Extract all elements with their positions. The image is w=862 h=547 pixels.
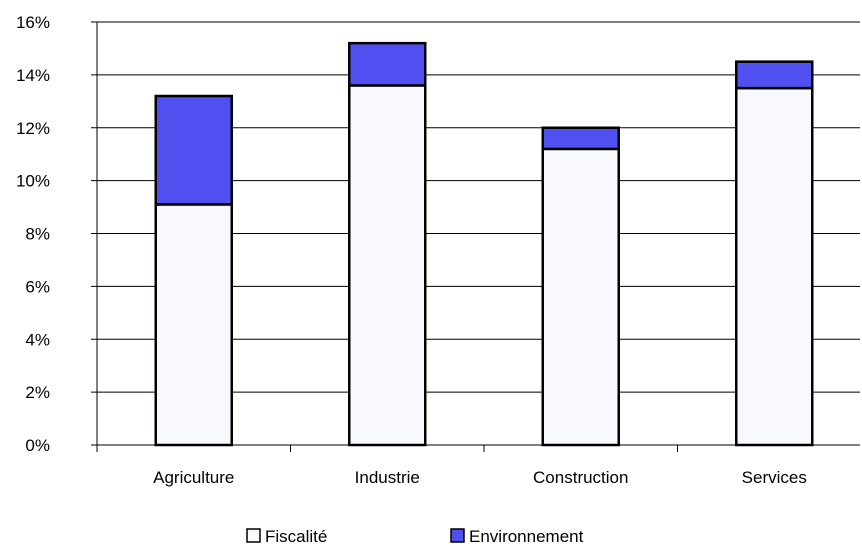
bar-fiscalite-industrie [348,84,427,447]
bar-environnement-construction [541,126,620,151]
legend-swatch [450,528,465,543]
bar-fiscalite-services [735,86,814,447]
y-tick-label: 4% [25,330,50,349]
bars [154,41,814,447]
y-tick-label: 6% [25,277,50,296]
y-axis-ticks: 0% 2% 4% 6% 8% 10% 12% 14% 16% [16,13,97,455]
y-tick-label: 14% [16,66,50,85]
x-tick-label: Industrie [355,468,420,487]
x-tick-label: Services [742,468,807,487]
legend-label: Fiscalité [265,527,327,546]
y-tick-label: 0% [25,436,50,455]
legend: Fiscalité Environnement [246,527,584,546]
x-tick-label: Agriculture [153,468,234,487]
y-tick-label: 8% [25,225,50,244]
y-tick-label: 2% [25,383,50,402]
y-tick-label: 16% [16,13,50,32]
y-tick-label: 12% [16,119,50,138]
bar-environnement-industrie [348,41,427,87]
x-tick-label: Construction [533,468,628,487]
legend-swatch [246,528,261,543]
bar-environnement-agriculture [154,94,233,206]
bar-environnement-services [735,60,814,90]
bar-fiscalite-agriculture [154,203,233,447]
bar-fiscalite-construction [541,147,620,447]
x-axis-ticks: Agriculture Industrie Construction Services [96,445,807,487]
y-tick-label: 10% [16,172,50,191]
legend-label: Environnement [469,527,584,546]
